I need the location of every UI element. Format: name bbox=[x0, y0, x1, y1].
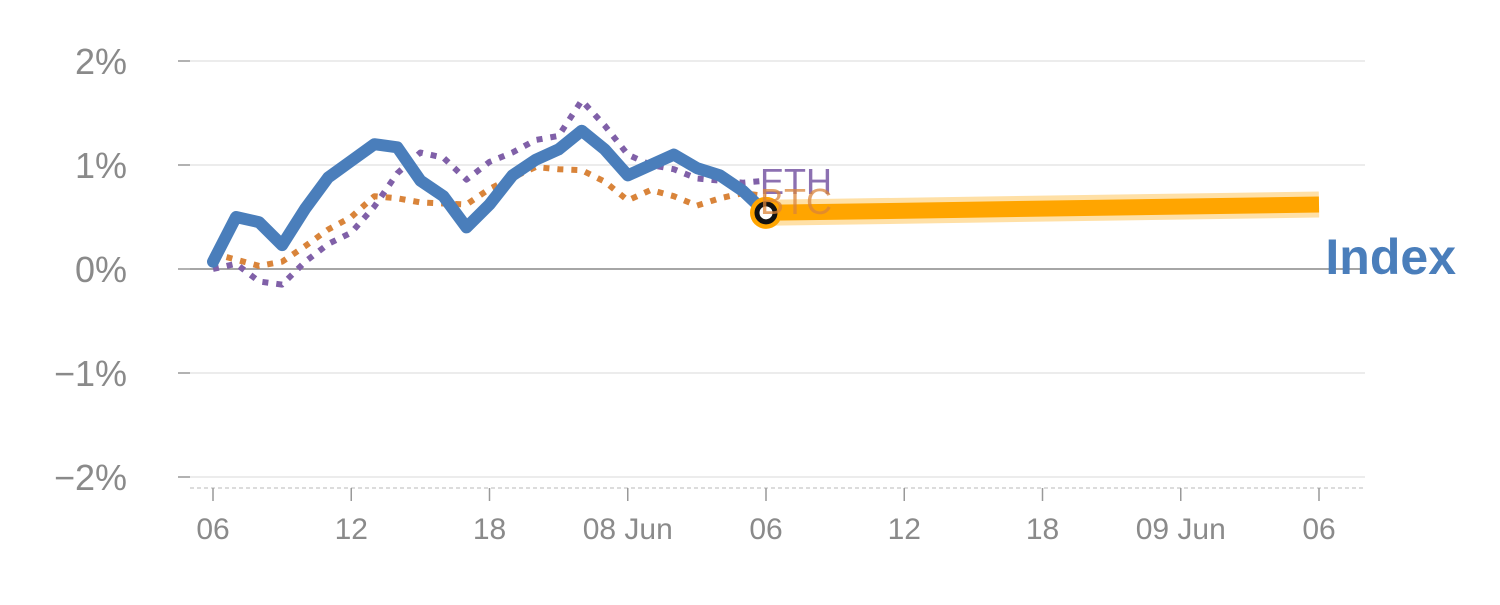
y-tick-label: 0% bbox=[75, 249, 127, 290]
x-tick-label: 06 bbox=[196, 513, 229, 546]
series-line-btc bbox=[212, 164, 767, 269]
y-tick-label: 2% bbox=[75, 41, 127, 82]
series-label-index: Index bbox=[1325, 229, 1456, 285]
x-tick-label: 12 bbox=[335, 513, 368, 546]
x-tick-label: 08 Jun bbox=[583, 513, 673, 546]
axis-layer: 2% 1% 0% −1% −2% 06 12 18 08 Jun 06 12 18 09 Jun 06 bbox=[54, 41, 1365, 546]
series-label-eth: ETH bbox=[760, 161, 832, 202]
x-tick-label: 18 bbox=[473, 513, 506, 546]
forecast-line bbox=[765, 196, 1320, 221]
series-label-btc: BTC bbox=[760, 181, 832, 222]
x-tick-label: 18 bbox=[1026, 513, 1059, 546]
series-line-eth bbox=[212, 97, 767, 288]
x-tick-label: 06 bbox=[749, 513, 782, 546]
series-line-index bbox=[207, 124, 772, 268]
marker-inner bbox=[754, 201, 778, 225]
series-layer bbox=[207, 97, 1320, 288]
x-tick-label: 12 bbox=[888, 513, 921, 546]
y-tick-label: −2% bbox=[54, 457, 127, 498]
grid-layer bbox=[178, 60, 1365, 478]
y-tick-label: 1% bbox=[75, 145, 127, 186]
y-tick-label: −1% bbox=[54, 353, 127, 394]
x-tick-label: 06 bbox=[1302, 513, 1335, 546]
x-tick-label: 09 Jun bbox=[1136, 513, 1226, 546]
